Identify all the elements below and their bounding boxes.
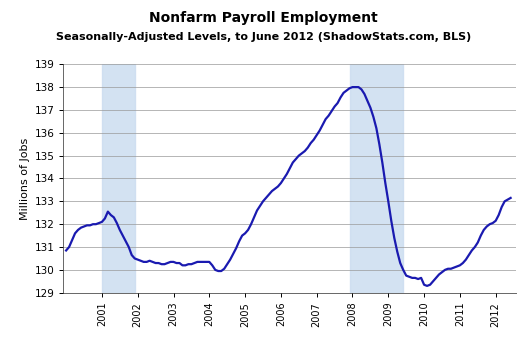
Bar [102,64,135,293]
Text: Nonfarm Payroll Employment: Nonfarm Payroll Employment [149,11,378,25]
Text: Seasonally-Adjusted Levels, to June 2012 (ShadowStats.com, BLS): Seasonally-Adjusted Levels, to June 2012… [56,32,471,42]
Bar [349,64,403,293]
Y-axis label: Millions of Jobs: Millions of Jobs [20,137,30,220]
